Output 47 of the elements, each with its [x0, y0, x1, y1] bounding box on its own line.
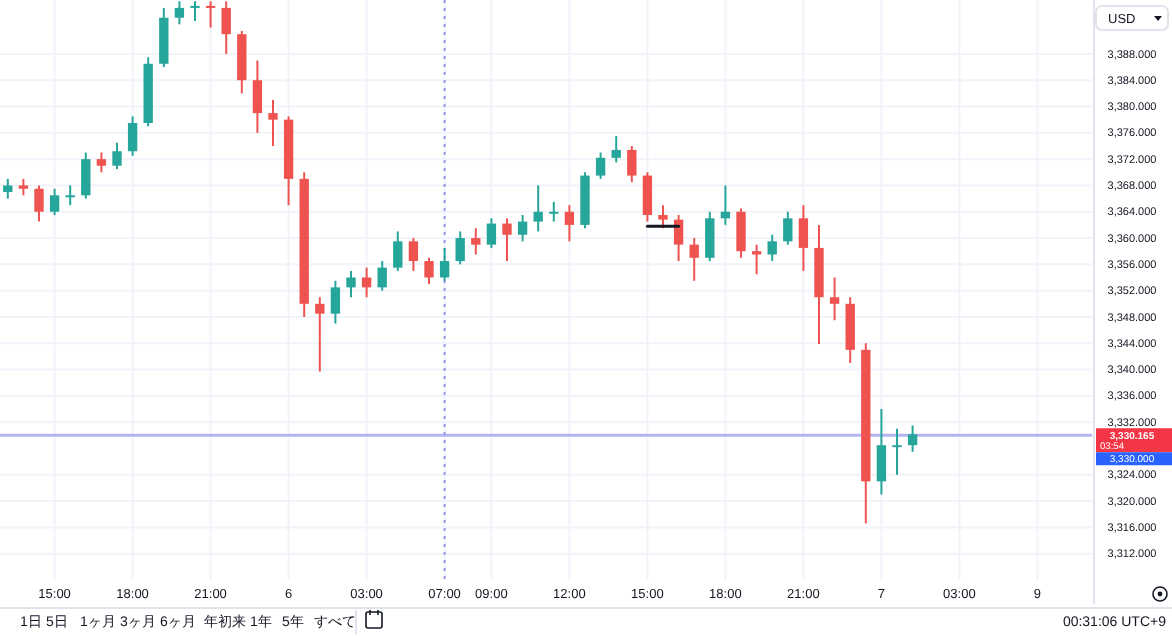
candlestick [34, 184, 44, 223]
candlestick [174, 0, 185, 26]
candlestick [205, 0, 216, 29]
candlestick [798, 204, 809, 272]
candlestick [81, 151, 91, 200]
candlestick [876, 408, 887, 496]
candlestick [564, 204, 575, 243]
candlestick [377, 260, 387, 292]
candlestick [736, 207, 746, 259]
candlestick [486, 217, 497, 249]
candlestick [221, 0, 231, 55]
candlestick [595, 151, 606, 180]
candlestick [767, 233, 777, 263]
candlestick [502, 217, 512, 263]
candlestick [393, 230, 403, 272]
candlestick [907, 424, 918, 453]
candlestick [408, 237, 419, 272]
candlestick [49, 187, 60, 217]
candlestick [611, 135, 621, 164]
candlestick [3, 177, 13, 200]
candlestick [642, 171, 653, 223]
candlestick [268, 98, 278, 147]
candlestick [533, 184, 543, 233]
candlestick [892, 427, 902, 476]
candlestick [455, 230, 465, 266]
candlestick [112, 141, 122, 170]
candlestick [330, 279, 341, 325]
candlestick [65, 184, 75, 207]
candlestick [627, 144, 637, 184]
candlestick [346, 269, 356, 299]
candlestick [689, 237, 699, 282]
candlestick [159, 6, 169, 69]
candlestick [96, 151, 107, 174]
candlestick [237, 29, 247, 95]
candlestick [315, 296, 325, 373]
candlestick [845, 296, 855, 364]
candlestick [517, 214, 528, 243]
candlestick [439, 246, 450, 282]
candlestick [190, 0, 200, 23]
candlestick [252, 59, 263, 134]
candlestick [424, 256, 434, 286]
candlestick [127, 115, 138, 157]
candlestick [705, 210, 715, 263]
candlestick [783, 210, 793, 246]
candlestick [549, 200, 559, 223]
candlestick [471, 227, 481, 256]
candlestick [829, 276, 840, 322]
